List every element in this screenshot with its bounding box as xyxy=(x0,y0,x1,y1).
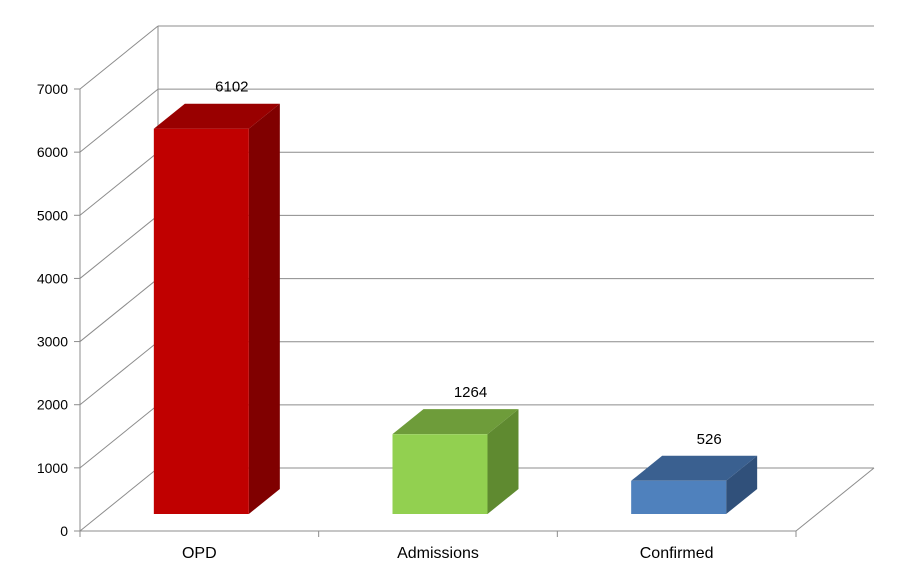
x-tick-label: Confirmed xyxy=(640,545,714,562)
data-label: 526 xyxy=(697,431,722,448)
bar xyxy=(153,128,249,515)
bar-top xyxy=(392,409,519,435)
floor-edge xyxy=(795,467,875,532)
y-tick-label: 2000 xyxy=(37,397,68,413)
gridline-side xyxy=(79,404,159,469)
bar-confirmed xyxy=(631,455,758,514)
bar-side xyxy=(726,455,758,514)
gridline-side xyxy=(79,25,159,90)
bar xyxy=(631,480,727,514)
gridline-side xyxy=(79,278,159,342)
y-tick-label: 5000 xyxy=(37,207,68,223)
label-layer: 6102 1264 526 xyxy=(215,79,722,448)
bar-top xyxy=(153,103,280,129)
bar-top xyxy=(631,455,758,481)
y-tick-label: 0 xyxy=(60,523,68,539)
y-tick-label: 7000 xyxy=(37,81,68,97)
gridline-side xyxy=(79,467,159,532)
axis-layer: 0 1000 2000 3000 4000 5000 6000 7000 OPD Admissio… xyxy=(37,81,797,562)
x-tick-label: Admissions xyxy=(397,545,479,562)
y-tick-label: 1000 xyxy=(37,460,68,476)
bar-side xyxy=(248,103,280,515)
x-tick-label: OPD xyxy=(182,545,217,562)
data-label: 1264 xyxy=(454,384,487,401)
bar-layer xyxy=(153,103,758,515)
gridline-side xyxy=(79,341,159,406)
bar-admissions xyxy=(392,409,519,514)
y-tick-label: 3000 xyxy=(37,334,68,350)
y-tick-label: 6000 xyxy=(37,144,68,160)
gridline-side xyxy=(79,151,159,216)
y-tick-label: 4000 xyxy=(37,270,68,286)
bar xyxy=(392,434,488,514)
bar-side xyxy=(487,409,519,514)
gridline-side xyxy=(79,88,159,153)
bar-opd xyxy=(153,103,280,515)
gridline-side xyxy=(79,215,159,279)
data-label: 6102 xyxy=(215,79,248,96)
